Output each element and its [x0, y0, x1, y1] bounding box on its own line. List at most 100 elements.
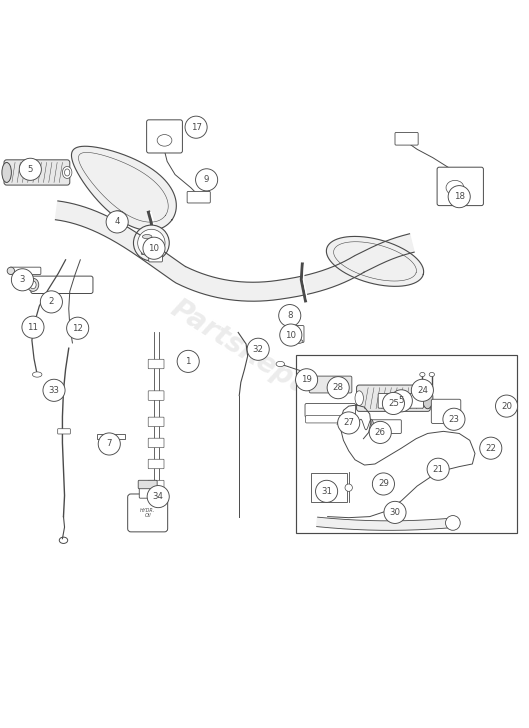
Circle shape [448, 186, 470, 207]
FancyBboxPatch shape [148, 391, 164, 400]
Ellipse shape [133, 225, 169, 261]
FancyBboxPatch shape [148, 417, 164, 427]
Circle shape [480, 437, 502, 459]
FancyBboxPatch shape [10, 267, 41, 274]
Circle shape [98, 433, 120, 455]
Circle shape [43, 379, 65, 401]
Circle shape [106, 211, 128, 233]
Text: 30: 30 [389, 508, 400, 517]
Text: 34: 34 [153, 492, 163, 501]
FancyBboxPatch shape [148, 359, 164, 369]
Text: 32: 32 [253, 345, 263, 354]
FancyBboxPatch shape [148, 459, 164, 469]
Text: 2: 2 [49, 298, 54, 306]
FancyBboxPatch shape [395, 132, 418, 145]
FancyBboxPatch shape [138, 480, 157, 488]
Text: 9: 9 [204, 175, 209, 184]
FancyBboxPatch shape [58, 429, 70, 434]
Bar [97, 434, 124, 439]
Circle shape [280, 324, 302, 346]
Ellipse shape [422, 388, 433, 408]
Ellipse shape [494, 452, 499, 456]
Ellipse shape [7, 267, 14, 274]
FancyBboxPatch shape [31, 276, 93, 293]
Circle shape [412, 379, 433, 401]
Text: 29: 29 [378, 480, 389, 488]
Ellipse shape [355, 391, 363, 405]
FancyBboxPatch shape [305, 403, 355, 417]
Ellipse shape [345, 484, 352, 491]
Ellipse shape [114, 215, 123, 224]
Text: 10: 10 [285, 331, 296, 339]
Circle shape [177, 350, 199, 373]
Polygon shape [71, 146, 176, 231]
FancyBboxPatch shape [4, 160, 70, 185]
Text: 12: 12 [72, 324, 83, 333]
Text: 3: 3 [20, 275, 25, 285]
Circle shape [67, 317, 89, 339]
FancyBboxPatch shape [148, 480, 164, 490]
Circle shape [12, 269, 33, 291]
FancyBboxPatch shape [187, 191, 211, 203]
FancyBboxPatch shape [149, 250, 162, 262]
Ellipse shape [446, 181, 464, 195]
Text: 10: 10 [149, 244, 159, 253]
Bar [311, 473, 346, 502]
FancyBboxPatch shape [141, 236, 153, 255]
FancyBboxPatch shape [127, 494, 168, 532]
FancyBboxPatch shape [306, 416, 350, 423]
Text: 4: 4 [114, 218, 120, 226]
Ellipse shape [65, 169, 70, 176]
Ellipse shape [2, 162, 12, 183]
Polygon shape [326, 237, 424, 286]
Circle shape [147, 486, 169, 507]
Circle shape [185, 116, 207, 138]
Circle shape [40, 291, 62, 313]
Text: 8: 8 [287, 311, 293, 320]
FancyBboxPatch shape [357, 385, 430, 411]
Circle shape [496, 395, 517, 417]
Text: 26: 26 [375, 428, 386, 437]
Circle shape [143, 237, 165, 259]
Circle shape [443, 408, 465, 430]
Ellipse shape [142, 234, 152, 239]
Text: 21: 21 [433, 464, 444, 474]
Circle shape [372, 473, 395, 495]
Ellipse shape [27, 278, 39, 291]
Ellipse shape [157, 135, 172, 146]
FancyBboxPatch shape [372, 420, 402, 433]
Circle shape [338, 412, 360, 434]
FancyBboxPatch shape [293, 325, 304, 342]
Bar [296, 355, 517, 534]
Text: 22: 22 [485, 443, 496, 453]
Circle shape [247, 339, 269, 360]
Ellipse shape [30, 281, 36, 289]
Text: 33: 33 [49, 386, 59, 395]
Ellipse shape [294, 339, 303, 344]
Circle shape [296, 369, 317, 391]
Text: 5: 5 [398, 396, 404, 405]
Polygon shape [56, 201, 364, 301]
Text: 11: 11 [28, 323, 39, 332]
Ellipse shape [429, 373, 434, 376]
Text: 31: 31 [321, 487, 332, 496]
Text: 7: 7 [106, 440, 112, 448]
Polygon shape [317, 517, 452, 530]
Text: HYDR.
Oil: HYDR. Oil [140, 507, 156, 518]
FancyBboxPatch shape [309, 376, 352, 393]
Circle shape [22, 316, 44, 339]
Ellipse shape [110, 211, 126, 228]
Ellipse shape [62, 167, 72, 178]
Circle shape [327, 376, 349, 399]
Circle shape [382, 392, 405, 414]
Ellipse shape [32, 372, 42, 377]
FancyBboxPatch shape [431, 399, 461, 424]
Circle shape [315, 480, 338, 502]
FancyBboxPatch shape [437, 167, 484, 205]
FancyBboxPatch shape [139, 486, 156, 498]
Text: 1: 1 [186, 357, 191, 366]
FancyBboxPatch shape [378, 393, 423, 408]
Polygon shape [355, 234, 414, 272]
Circle shape [384, 502, 406, 523]
Circle shape [19, 158, 41, 181]
